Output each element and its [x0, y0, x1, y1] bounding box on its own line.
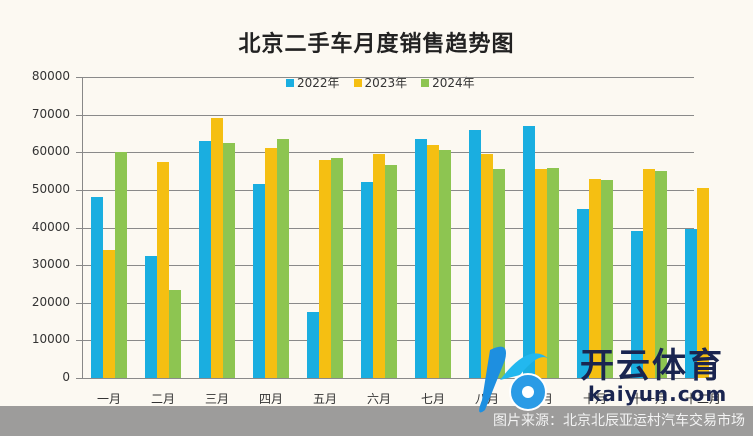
bar [427, 144, 439, 378]
legend-label: 2023年 [364, 76, 408, 90]
x-tick-label: 十二月 [684, 392, 721, 406]
bar [145, 255, 157, 378]
bar [91, 197, 103, 378]
chart-legend: 2022年 2023年 2024年 [286, 74, 475, 91]
y-tick-label: 70000 [31, 106, 70, 121]
bar [493, 169, 505, 378]
gridline [82, 378, 694, 379]
bar [601, 180, 613, 378]
y-tick-label: 0 [62, 370, 70, 384]
y-tick [76, 77, 82, 78]
bar [361, 182, 373, 378]
gridline [82, 77, 694, 78]
y-tick-label: 60000 [31, 144, 70, 159]
bar [535, 169, 547, 378]
legend-swatch-icon [421, 78, 430, 87]
legend-swatch-icon [353, 78, 362, 87]
bar [385, 165, 397, 378]
bar [655, 171, 667, 378]
x-tick-label: 六月 [366, 392, 391, 406]
source-footer: 图片来源：北京北辰亚运村汽车交易市场 [0, 406, 753, 436]
y-tick-label: 30000 [31, 257, 70, 272]
bar [211, 118, 223, 378]
bar [373, 154, 385, 378]
x-tick-label: 十月 [582, 392, 607, 406]
x-tick-label: 十一月 [630, 392, 667, 406]
bar [577, 208, 589, 378]
y-tick [76, 265, 82, 266]
bar [169, 289, 181, 378]
legend-swatch-icon [286, 78, 294, 87]
bar [253, 184, 265, 378]
chart-title: 北京二手车月度销售趋势图 [238, 32, 515, 57]
bar [115, 152, 127, 378]
bar [265, 148, 277, 378]
bar [307, 312, 319, 378]
y-tick [76, 340, 82, 341]
bar [415, 139, 427, 378]
y-tick [76, 228, 82, 229]
x-tick-label: 四月 [258, 392, 283, 406]
bar [103, 250, 115, 378]
bar [685, 229, 697, 378]
source-text: 图片来源：北京北辰亚运村汽车交易市场 [493, 413, 745, 429]
bar [643, 169, 655, 378]
y-tick [76, 190, 82, 191]
bar [631, 231, 643, 378]
watermark-url: kaiyun.com [588, 382, 728, 406]
legend-item: 2022年 [286, 74, 340, 91]
legend-item: 2024年 [421, 74, 475, 91]
y-tick-label: 20000 [31, 294, 70, 309]
y-tick-label: 40000 [31, 219, 70, 234]
bar [157, 161, 169, 378]
bar [547, 168, 559, 378]
bar [481, 154, 493, 378]
watermark: 开云体育 kaiyun.com [470, 330, 750, 413]
x-tick-label: 七月 [420, 392, 445, 406]
bar [331, 157, 343, 378]
y-tick [76, 115, 82, 116]
x-tick-label: 五月 [312, 392, 337, 406]
bar [697, 187, 709, 378]
legend-label: 2024年 [432, 76, 475, 90]
y-tick-label: 10000 [31, 332, 70, 347]
bar [277, 139, 289, 378]
bar [523, 125, 535, 378]
bar [469, 129, 481, 378]
x-tick-label: 二月 [150, 392, 175, 406]
gridline [82, 152, 694, 153]
bar [439, 150, 451, 378]
bar [223, 142, 235, 378]
bar [199, 140, 211, 378]
y-tick [76, 303, 82, 304]
x-tick-label: 三月 [204, 392, 229, 406]
y-tick [76, 152, 82, 153]
y-tick-label: 80000 [31, 69, 70, 83]
legend-label: 2022年 [297, 76, 340, 90]
legend-item: 2023年 [353, 74, 408, 91]
kaiyun-logo-icon [479, 346, 550, 413]
x-tick-label: 一月 [96, 392, 121, 406]
y-tick-label: 50000 [31, 181, 70, 196]
watermark-name: 开云体育 [580, 346, 724, 386]
y-axis [82, 77, 83, 379]
y-tick [76, 378, 82, 379]
bar [589, 178, 601, 378]
gridline [82, 115, 694, 116]
bar [319, 159, 331, 378]
